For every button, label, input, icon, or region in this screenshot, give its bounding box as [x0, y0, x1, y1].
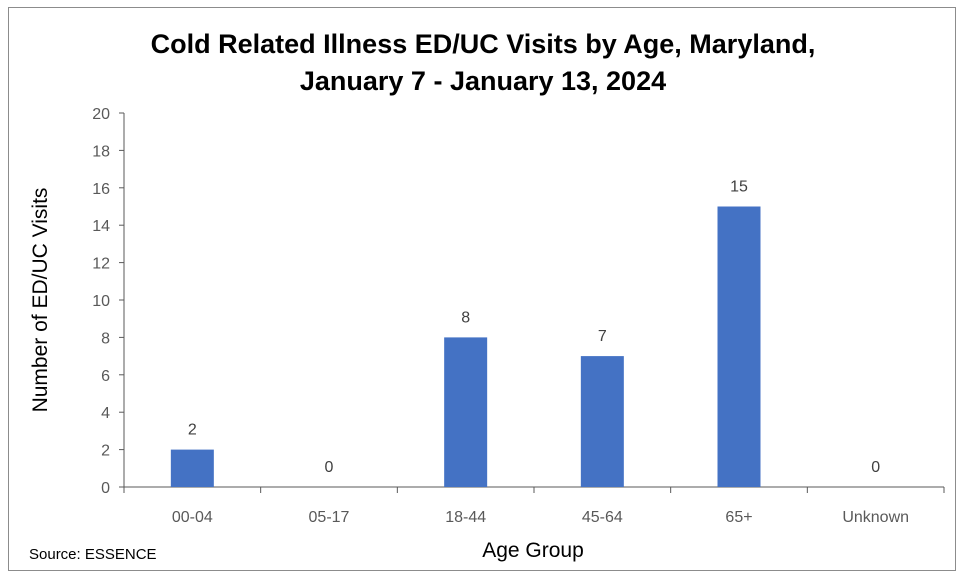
- source-note: Source: ESSENCE: [29, 546, 157, 563]
- y-tick-label: 20: [92, 106, 110, 123]
- y-axis-label: Number of ED/UC Visits: [29, 188, 52, 413]
- y-tick-label: 12: [92, 256, 110, 273]
- x-tick-label: 18-44: [445, 509, 486, 526]
- data-label: 7: [598, 328, 607, 345]
- data-label: 15: [730, 179, 748, 196]
- x-tick-label: 05-17: [309, 509, 350, 526]
- bar: [717, 206, 761, 487]
- x-axis-label: Age Group: [482, 539, 584, 562]
- x-tick-label: 65+: [725, 509, 752, 526]
- y-tick-label: 14: [92, 218, 110, 235]
- chart-title-line2: January 7 - January 13, 2024: [299, 66, 667, 96]
- y-tick-label: 8: [101, 330, 110, 347]
- chart-title: Cold Related Illness ED/UC Visits by Age…: [0, 26, 966, 100]
- x-tick-label: Unknown: [842, 509, 909, 526]
- chart-title-line1: Cold Related Illness ED/UC Visits by Age…: [150, 29, 816, 59]
- bar: [444, 337, 488, 487]
- data-label: 0: [871, 459, 880, 476]
- bars: 2 0 8 7 15 0: [170, 179, 880, 487]
- y-tick-label: 10: [92, 293, 110, 310]
- y-tick-label: 0: [101, 480, 110, 497]
- data-label: 2: [188, 422, 197, 439]
- data-label: 8: [461, 309, 470, 326]
- x-tick-label: 45-64: [582, 509, 623, 526]
- y-tick-label: 18: [92, 143, 110, 160]
- bar: [580, 356, 624, 487]
- y-tick-label: 2: [101, 443, 110, 460]
- y-tick-label: 16: [92, 181, 110, 198]
- y-tick-label: 6: [101, 368, 110, 385]
- x-tick-label: 00-04: [172, 509, 213, 526]
- data-label: 0: [325, 459, 334, 476]
- y-tick-label: 4: [101, 405, 110, 422]
- bar: [170, 449, 214, 487]
